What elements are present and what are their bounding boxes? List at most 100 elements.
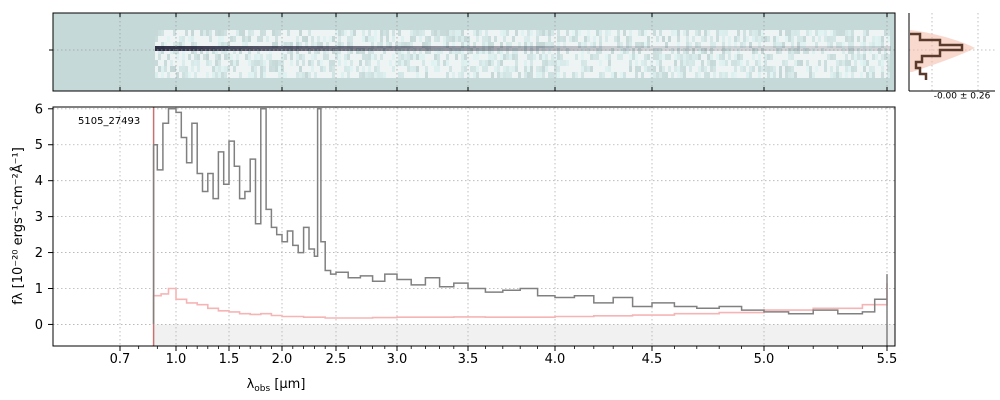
2d-noise-cell	[470, 66, 473, 72]
2d-noise-cell	[491, 48, 494, 54]
2d-trace-cell	[685, 46, 687, 51]
2d-noise-cell	[263, 30, 266, 36]
2d-noise-cell	[857, 36, 860, 42]
2d-trace-cell	[339, 46, 341, 51]
2d-noise-cell	[863, 42, 866, 48]
2d-noise-cell	[488, 48, 491, 54]
2d-noise-cell	[725, 60, 728, 66]
2d-noise-cell	[479, 60, 482, 66]
2d-noise-cell	[278, 72, 281, 78]
y-tick-label: 0	[35, 318, 43, 333]
2d-noise-cell	[173, 42, 176, 48]
2d-noise-cell	[845, 30, 848, 36]
2d-noise-cell	[401, 42, 404, 48]
2d-noise-cell	[338, 30, 341, 36]
2d-trace-cell	[589, 46, 591, 51]
2d-trace-cell	[879, 46, 881, 51]
2d-trace-cell	[777, 46, 779, 51]
2d-noise-cell	[833, 36, 836, 42]
2d-noise-cell	[566, 30, 569, 36]
2d-noise-cell	[239, 72, 242, 78]
2d-noise-cell	[287, 42, 290, 48]
2d-noise-cell	[836, 30, 839, 36]
2d-noise-cell	[686, 54, 689, 60]
2d-noise-cell	[692, 36, 695, 42]
2d-noise-cell	[875, 36, 878, 42]
2d-noise-cell	[329, 36, 332, 42]
2d-noise-cell	[446, 36, 449, 42]
2d-noise-cell	[197, 54, 200, 60]
2d-noise-cell	[851, 72, 854, 78]
2d-trace-cell	[855, 46, 857, 51]
2d-noise-cell	[863, 66, 866, 72]
2d-noise-cell	[326, 54, 329, 60]
2d-trace-cell	[569, 46, 571, 51]
2d-trace-cell	[481, 46, 483, 51]
2d-noise-cell	[791, 42, 794, 48]
2d-trace-cell	[545, 46, 547, 51]
2d-trace-cell	[477, 46, 479, 51]
2d-trace-cell	[671, 46, 673, 51]
2d-noise-cell	[746, 60, 749, 66]
2d-trace-cell	[499, 46, 501, 51]
2d-trace-cell	[573, 46, 575, 51]
2d-noise-cell	[212, 66, 215, 72]
2d-trace-cell	[347, 46, 349, 51]
2d-trace-cell	[395, 46, 397, 51]
2d-noise-cell	[740, 66, 743, 72]
2d-noise-cell	[509, 42, 512, 48]
2d-noise-cell	[587, 36, 590, 42]
2d-noise-cell	[680, 54, 683, 60]
2d-noise-cell	[881, 66, 884, 72]
2d-noise-cell	[824, 30, 827, 36]
2d-trace-cell	[167, 46, 169, 51]
2d-noise-cell	[332, 66, 335, 72]
2d-noise-cell	[878, 48, 881, 54]
2d-noise-cell	[395, 42, 398, 48]
2d-noise-cell	[746, 36, 749, 42]
2d-noise-cell	[752, 48, 755, 54]
y-tick-label: 5	[35, 138, 43, 153]
2d-noise-cell	[482, 60, 485, 66]
2d-noise-cell	[302, 54, 305, 60]
2d-noise-cell	[509, 72, 512, 78]
2d-noise-cell	[836, 66, 839, 72]
x-tick-label: 3.5	[458, 352, 479, 367]
2d-noise-cell	[671, 48, 674, 54]
2d-noise-cell	[557, 36, 560, 42]
2d-noise-cell	[473, 30, 476, 36]
2d-noise-cell	[794, 48, 797, 54]
profile-annotation: -0.00 ± 0.26	[934, 92, 991, 102]
2d-trace-cell	[605, 46, 607, 51]
2d-trace-cell	[539, 46, 541, 51]
2d-trace-cell	[299, 46, 301, 51]
2d-noise-cell	[407, 60, 410, 66]
2d-noise-cell	[506, 72, 509, 78]
2d-trace-cell	[321, 46, 323, 51]
2d-noise-cell	[437, 30, 440, 36]
2d-trace-cell	[401, 46, 403, 51]
2d-noise-cell	[776, 48, 779, 54]
2d-noise-cell	[320, 42, 323, 48]
2d-noise-cell	[275, 60, 278, 66]
2d-noise-cell	[629, 66, 632, 72]
2d-noise-cell	[800, 42, 803, 48]
2d-noise-cell	[560, 60, 563, 66]
2d-noise-cell	[374, 36, 377, 42]
2d-noise-cell	[617, 36, 620, 42]
2d-noise-cell	[233, 36, 236, 42]
2d-noise-cell	[779, 72, 782, 78]
2d-trace-cell	[511, 46, 513, 51]
2d-trace-cell	[639, 46, 641, 51]
2d-noise-cell	[515, 66, 518, 72]
2d-noise-cell	[596, 30, 599, 36]
2d-noise-cell	[221, 42, 224, 48]
2d-noise-cell	[260, 60, 263, 66]
2d-trace-cell	[871, 46, 873, 51]
2d-noise-cell	[647, 36, 650, 42]
2d-trace-cell	[775, 46, 777, 51]
2d-noise-cell	[230, 54, 233, 60]
2d-spectrum-grid	[53, 13, 895, 91]
2d-noise-cell	[758, 66, 761, 72]
2d-noise-cell	[746, 72, 749, 78]
